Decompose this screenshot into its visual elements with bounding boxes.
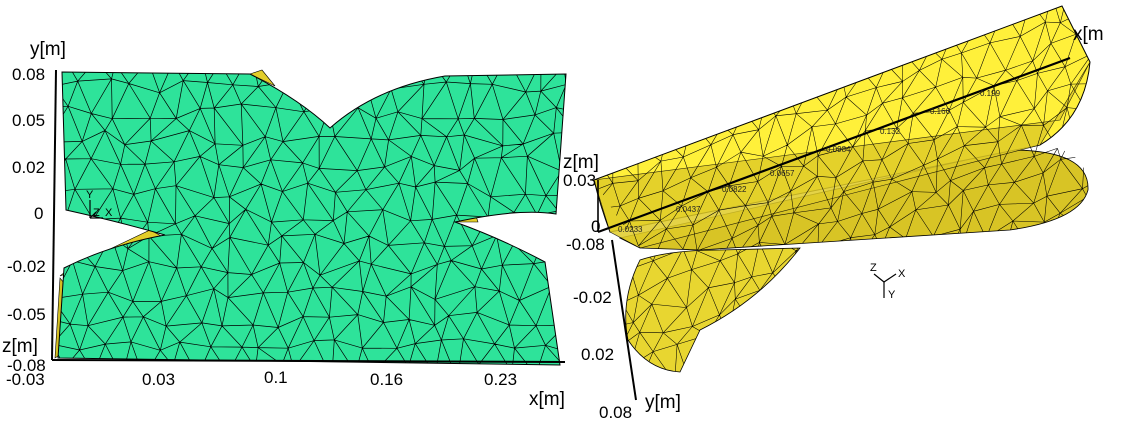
triad-x-label: X (898, 268, 906, 280)
right-x-axis-tick: 0.0984 (826, 145, 851, 154)
left-view: y[m] z[m] x[m] 0.08 0.05 0.02 0 -0.02 -0… (2, 39, 607, 410)
right-x-axis-tick: 0.0822 (722, 185, 747, 194)
right-z-tick: 0 (591, 217, 600, 236)
left-x-tick: 0.1 (264, 368, 288, 387)
right-x-axis-title: x[m (1073, 24, 1104, 45)
right-y-axis-title: y[m] (645, 392, 681, 413)
left-y-axis (52, 70, 56, 360)
left-y-tick: 0.02 (12, 158, 45, 177)
left-x-axis-title: x[m] (529, 389, 565, 410)
right-x-axis-tick: 0.0233 (618, 225, 643, 234)
right-y-tick: 0.08 (599, 403, 632, 422)
left-y-tick: 0.08 (12, 65, 45, 84)
left-y-tick: -0.05 (7, 305, 46, 324)
triad-y-label: Y (888, 289, 896, 301)
triad-z-label: Z (870, 262, 877, 274)
right-orientation-triad: Z X Y (870, 262, 906, 301)
right-z-tick: 0.03 (563, 171, 596, 190)
left-y-tick: 0.05 (12, 111, 45, 130)
triad-z-label: Z (93, 207, 100, 219)
left-y-tick: -0.02 (7, 257, 46, 276)
left-x-tick: 0.23 (484, 370, 517, 389)
left-y-axis-title: y[m] (30, 39, 66, 60)
triad-y-label: Y (86, 189, 94, 201)
right-lower-lobe (626, 248, 800, 372)
left-x-tick: 0.16 (370, 370, 403, 389)
left-x-tick: 0.03 (142, 370, 175, 389)
right-x-axis-tick: 0.166 (930, 107, 951, 116)
right-z-axis-title: z[m] (563, 152, 599, 173)
right-x-axis-tick: 0.0437 (676, 205, 701, 214)
right-y-tick: -0.02 (573, 288, 612, 307)
triad-x-label: X (105, 207, 113, 219)
right-y-tick: 0.02 (581, 345, 614, 364)
right-view: 0.0233 0.0437 0.0822 0.0657 0.0984 0.132… (554, 0, 1125, 422)
left-mesh-face (58, 72, 566, 365)
right-x-axis-tick: 0.0657 (770, 169, 795, 178)
right-y-tick: -0.08 (566, 235, 605, 254)
right-x-axis-tick: 0.199 (980, 89, 1001, 98)
right-x-axis-tick: 0.132 (880, 127, 901, 136)
left-y-tick: 0 (34, 204, 43, 223)
left-z-axis-title: z[m] (2, 336, 38, 357)
left-x-tick: -0.03 (6, 370, 45, 389)
